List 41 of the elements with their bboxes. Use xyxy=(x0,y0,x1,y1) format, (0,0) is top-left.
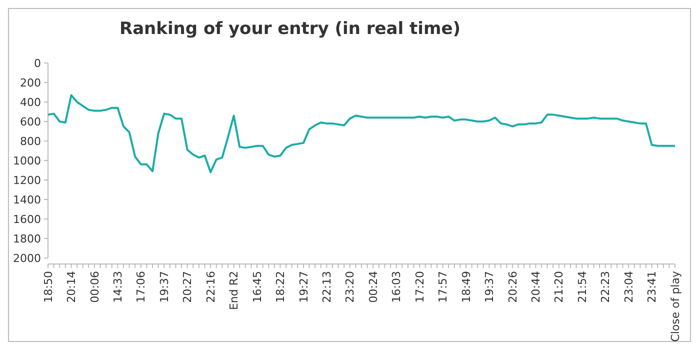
y-tick-label: 1400 xyxy=(13,193,41,206)
x-tick-label: 18:50 xyxy=(42,271,55,303)
y-tick-label: 2000 xyxy=(13,252,41,265)
y-tick-label: 1200 xyxy=(13,174,41,187)
x-tick-label: 14:33 xyxy=(112,271,125,303)
x-tick-label: 16:03 xyxy=(390,271,404,303)
x-tick-label: 23:20 xyxy=(344,271,357,303)
y-tick-label: 400 xyxy=(20,96,41,109)
x-tick-label: 00:24 xyxy=(366,271,380,303)
y-tick-label: 200 xyxy=(20,76,41,90)
x-tick-label: 19:27 xyxy=(297,271,310,303)
x-tick-label: 17:57 xyxy=(436,271,450,303)
line-series xyxy=(47,94,676,174)
x-tick-label: Close of play xyxy=(668,270,682,342)
x-tick-label: 18:49 xyxy=(460,271,473,303)
y-tick-label: 0 xyxy=(34,56,41,70)
x-tick-label: 17:06 xyxy=(134,271,148,303)
x-tick-label: 21:54 xyxy=(576,271,589,303)
x-tick-label: 22:23 xyxy=(599,271,612,303)
x-tick-label: 20:27 xyxy=(181,271,194,303)
x-tick-label: 00:06 xyxy=(88,271,102,303)
x-tick-label: End R2 xyxy=(228,271,241,310)
x-tick-label: 21:20 xyxy=(552,271,566,303)
x-tick-label: 17:20 xyxy=(413,271,426,303)
x-tick-label: 18:22 xyxy=(274,271,288,303)
x-tick-label: 20:26 xyxy=(506,271,520,303)
x-tick-label: 20:44 xyxy=(530,271,543,303)
y-tick-label: 600 xyxy=(20,115,41,128)
x-tick-label: 23:04 xyxy=(622,271,636,303)
x-tick-label: 22:16 xyxy=(204,271,218,303)
x-tick-label: 20:14 xyxy=(65,271,78,303)
x-tick-label: 16:45 xyxy=(250,271,264,303)
y-tick-label: 1800 xyxy=(13,232,41,246)
x-tick-label: 22:13 xyxy=(320,271,334,303)
x-tick-label: 23:41 xyxy=(646,271,659,303)
chart-title: Ranking of your entry (in real time) xyxy=(119,19,461,39)
x-tick-label: 19:37 xyxy=(158,271,171,303)
y-tick-label: 1000 xyxy=(13,154,41,168)
x-tick-label: 19:37 xyxy=(483,271,496,303)
y-tick-label: 800 xyxy=(20,134,41,148)
y-tick-label: 1600 xyxy=(13,212,41,226)
